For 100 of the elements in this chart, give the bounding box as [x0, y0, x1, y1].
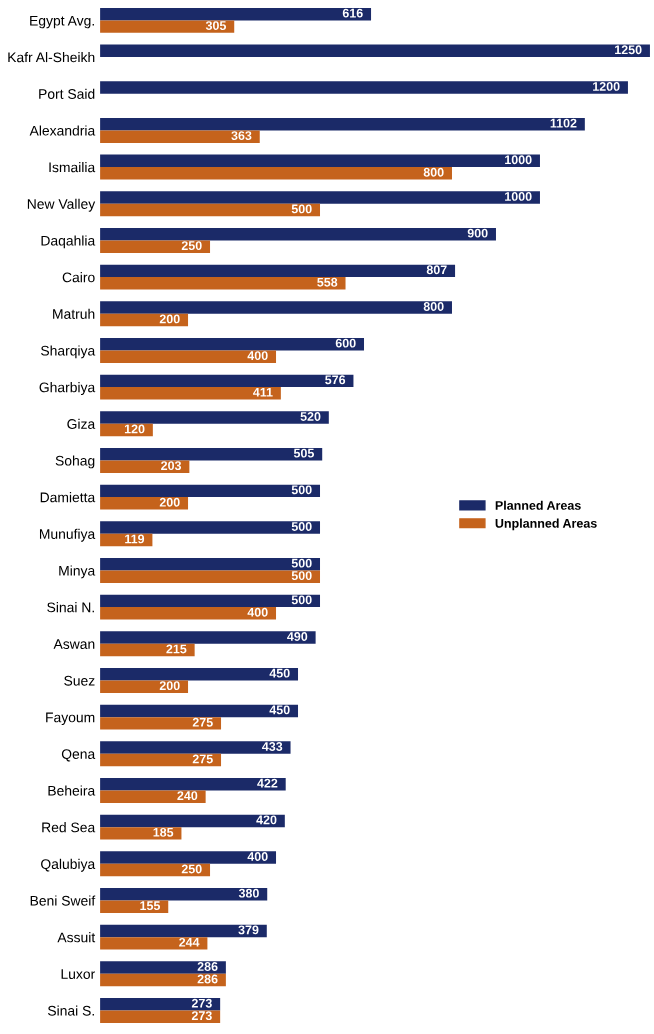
data-label: 1250 [615, 45, 642, 55]
data-label: 500 [291, 595, 312, 605]
bar [100, 301, 452, 314]
bar [100, 350, 277, 363]
y-tick-label: New Valley [27, 198, 96, 212]
data-label: 400 [247, 351, 268, 361]
bar [100, 704, 299, 718]
y-tick-label: Kafr Al-Sheikh [8, 52, 95, 63]
bar [100, 973, 226, 987]
data-label: 200 [159, 681, 180, 691]
data-label: 203 [161, 461, 182, 471]
data-label: 120 [124, 424, 145, 434]
data-label: 422 [257, 778, 278, 788]
bar [100, 167, 452, 180]
data-label: 273 [191, 1011, 212, 1021]
data-label: 433 [262, 742, 283, 751]
data-label: 250 [181, 241, 202, 251]
data-label: 275 [192, 717, 213, 727]
y-tick-label: Damietta [40, 492, 96, 503]
data-label: 411 [253, 387, 273, 397]
bar [100, 998, 221, 1011]
data-label: 1000 [505, 155, 532, 165]
data-label: 305 [205, 21, 227, 31]
bar [100, 607, 277, 620]
bar [100, 7, 372, 21]
y-tick-label: Sohag [55, 455, 95, 469]
data-label: 505 [293, 448, 315, 458]
data-label: 215 [166, 644, 187, 654]
bar [100, 191, 540, 204]
bar [100, 240, 211, 253]
y-tick-label: Minya [59, 565, 96, 579]
data-label: 500 [291, 558, 312, 568]
data-label: 558 [317, 277, 338, 287]
data-label: 616 [342, 8, 363, 18]
bar [100, 1010, 221, 1023]
bar [100, 387, 281, 400]
y-tick-label: Red Sea [42, 822, 96, 833]
bar [100, 961, 226, 974]
bar [100, 460, 190, 473]
data-label: 244 [179, 937, 200, 947]
y-tick-label: Ismailia [49, 162, 96, 173]
data-label: 1000 [505, 192, 532, 201]
y-tick-label: Luxor [61, 969, 95, 979]
bar [100, 631, 316, 644]
data-label: 490 [287, 632, 308, 641]
bar [100, 44, 650, 58]
bar [100, 888, 268, 901]
bar [100, 411, 329, 424]
data-label: 119 [125, 534, 145, 544]
y-tick-label: Port Said [39, 88, 95, 99]
data-label: 600 [335, 338, 356, 348]
data-label: 576 [325, 375, 346, 385]
bar [100, 680, 189, 693]
data-label: 1200 [593, 82, 620, 91]
y-tick-label: Daqahlia [41, 235, 96, 249]
data-label: 500 [291, 571, 312, 581]
data-label: 250 [181, 864, 202, 874]
data-label: 286 [197, 962, 218, 971]
y-tick-label: Qalubiya [41, 858, 96, 872]
data-label: 520 [300, 412, 321, 421]
bar [100, 851, 277, 864]
data-label: 450 [269, 705, 290, 715]
bar [100, 203, 321, 217]
data-label: 275 [192, 754, 213, 764]
data-label: 200 [159, 314, 180, 324]
y-tick-label: Sharqiya [41, 345, 96, 359]
bar [100, 447, 323, 461]
bar [100, 264, 456, 278]
bar [100, 827, 182, 840]
bar [100, 130, 260, 143]
data-label: 807 [426, 265, 447, 275]
y-tick-label: Munufiya [39, 528, 96, 542]
bar [100, 521, 321, 534]
bar [100, 814, 285, 828]
data-label: 500 [291, 522, 312, 531]
bar [100, 753, 222, 767]
data-label: 1102 [550, 118, 577, 128]
data-label: 379 [238, 925, 259, 935]
bar [100, 484, 321, 498]
bar [100, 668, 299, 681]
y-tick-label: Giza [67, 418, 96, 429]
data-label: 800 [423, 167, 444, 177]
y-tick-label: Assuit [57, 932, 96, 943]
data-label: 450 [269, 668, 290, 678]
data-label: 155 [140, 901, 161, 911]
y-tick-label: Beni Sweif [30, 895, 96, 906]
bar [100, 924, 267, 938]
bar [100, 557, 321, 571]
y-tick-label: Suez [64, 675, 95, 686]
bar [100, 594, 321, 608]
data-label: 185 [153, 827, 174, 837]
y-tick-label: Beheira [48, 785, 96, 796]
y-tick-label: Egypt Avg. [30, 15, 94, 29]
data-label: 420 [256, 815, 277, 825]
bar [100, 778, 286, 791]
data-label: 500 [291, 204, 312, 214]
bar [100, 374, 354, 388]
legend-label: Planned Areas [495, 500, 581, 510]
data-label: 363 [231, 131, 252, 141]
y-tick-label: Cairo [62, 272, 95, 283]
